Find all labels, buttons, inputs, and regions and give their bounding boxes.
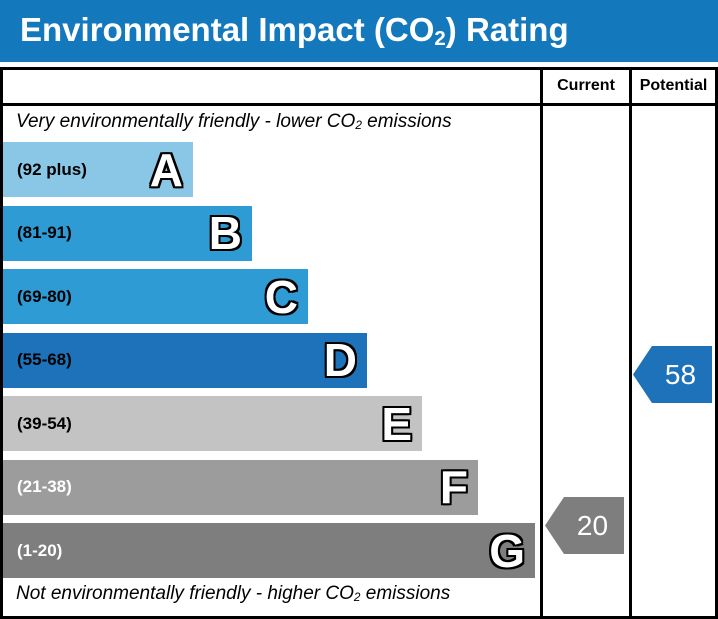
- band-a: (92 plus) A: [3, 142, 193, 197]
- band-range-label: (69-80): [17, 286, 72, 306]
- band-range-label: (55-68): [17, 350, 72, 369]
- title-text: Environmental Impact (CO: [20, 11, 435, 48]
- band-letter: A: [149, 143, 183, 196]
- potential-rating-value: 58: [664, 358, 697, 390]
- band-range-label: (21-38): [17, 477, 72, 496]
- top-label: Very environmentally friendly - lower CO…: [16, 111, 452, 133]
- band-d: (55-68) D: [3, 332, 367, 388]
- bottom-label-subscript: 2: [353, 591, 361, 605]
- title-subscript: 2: [434, 26, 446, 50]
- top-label-text-suffix: emissions: [361, 111, 452, 132]
- band-range-label: (92 plus): [17, 159, 87, 179]
- band-range-label: (81-91): [17, 223, 72, 242]
- bottom-label: Not environmentally friendly - higher CO…: [16, 583, 450, 605]
- band-g: (1-20) G: [3, 523, 535, 578]
- band-letter: D: [323, 334, 357, 386]
- band-letter: F: [439, 461, 468, 513]
- band-letter: B: [208, 207, 242, 259]
- band-f: (21-38) F: [3, 459, 478, 515]
- band-e: (39-54) E: [3, 396, 422, 451]
- header-row-divider: [3, 103, 715, 106]
- band-letter: E: [381, 397, 412, 450]
- current-rating-value: 20: [576, 509, 609, 541]
- rating-table: Current Potential Very environmentally f…: [0, 67, 718, 619]
- band-letter: C: [264, 270, 298, 323]
- band-range-label: (1-20): [17, 540, 63, 560]
- page-title: Environmental Impact (CO2) Rating: [0, 0, 718, 62]
- bottom-label-text: Not environmentally friendly - higher CO: [16, 583, 354, 604]
- band-b: (81-91) B: [3, 205, 252, 261]
- column-header-potential: Potential: [639, 77, 708, 94]
- band-letter: G: [489, 524, 525, 577]
- potential-column-divider: [629, 70, 632, 616]
- band-c: (69-80) C: [3, 269, 308, 324]
- title-text-suffix: ) Rating: [445, 11, 569, 48]
- band-range-label: (39-54): [17, 413, 72, 433]
- current-column-divider: [540, 70, 543, 616]
- current-rating-arrow: 20: [545, 497, 624, 554]
- top-label-text: Very environmentally friendly - lower CO: [16, 111, 356, 132]
- potential-rating-arrow: 58: [633, 346, 712, 403]
- column-header-current: Current: [557, 77, 615, 94]
- bottom-label-text-suffix: emissions: [360, 583, 451, 604]
- top-label-subscript: 2: [355, 119, 362, 133]
